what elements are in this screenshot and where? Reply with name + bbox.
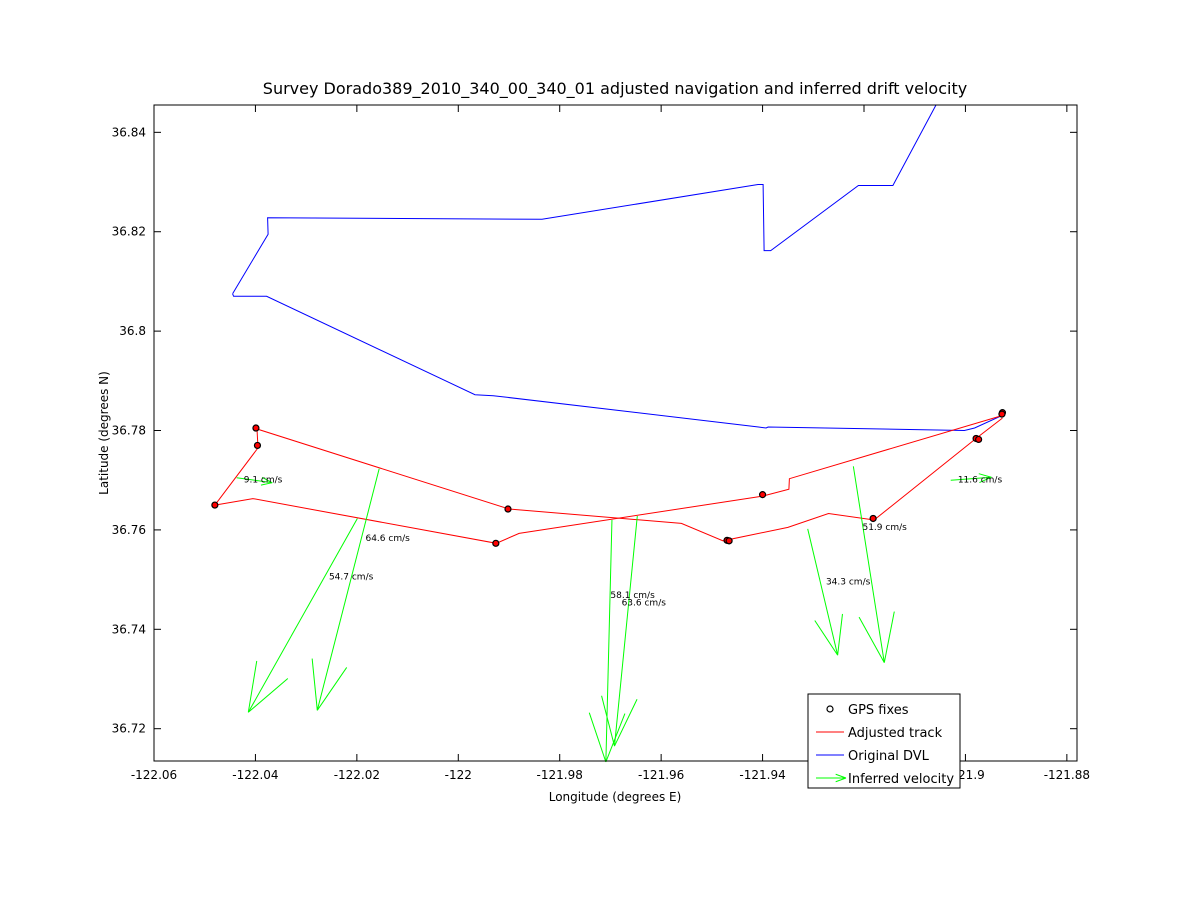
gps-fix-marker (869, 514, 877, 523)
velocity-arrow-head (979, 476, 992, 484)
velocity-arrow-head (978, 473, 992, 478)
velocity-arrow-shaft (852, 466, 885, 663)
velocity-arrow (236, 476, 273, 486)
axes-box (153, 104, 1078, 762)
gps-fix-marker (758, 491, 767, 499)
gps-fix-marker (975, 435, 983, 444)
velocity-label: 63.6 cm/s (622, 598, 667, 608)
legend-velocity-arrow (816, 773, 847, 783)
velocity-label: 11.6 cm/s (958, 476, 1003, 486)
velocity-arrow-head (261, 476, 273, 484)
y-tick-label: 36.8 (119, 324, 146, 338)
legend-label: Adjusted track (848, 726, 943, 741)
velocity-arrow-head (837, 613, 843, 656)
velocity-arrow (807, 528, 843, 656)
original-dvl-line (232, 293, 1006, 432)
legend-item: Adjusted track (816, 726, 943, 741)
velocity-arrow-shaft (807, 528, 839, 656)
velocity-arrow (950, 473, 992, 484)
gps-fix-marker (252, 424, 260, 432)
gps-fix-marker (504, 505, 512, 513)
x-tick-label: -121.98 (537, 768, 583, 782)
adjusted-track-line (214, 415, 1003, 544)
x-tick-label: -122.06 (131, 768, 177, 782)
velocity-arrow-head (614, 699, 638, 747)
y-axis-label: Latitude (degrees N) (97, 371, 111, 495)
velocity-arrow-head (247, 660, 258, 713)
velocity-arrow-shaft (613, 515, 638, 747)
chart-title: Survey Dorado389_2010_340_00_340_01 adju… (263, 79, 967, 99)
velocity-arrow-head (601, 695, 615, 747)
velocity-arrow-shaft (950, 476, 992, 481)
velocity-arrow-head (814, 620, 839, 656)
y-tick-label: 36.78 (112, 424, 146, 438)
y-tick-label: 36.74 (112, 622, 146, 636)
velocity-label: 64.6 cm/s (365, 534, 410, 544)
velocity-arrow-head (260, 482, 273, 486)
gps-fix-marker (492, 539, 500, 547)
x-tick-label: -122 (445, 768, 472, 782)
y-tick-label: 36.82 (112, 225, 146, 239)
velocity-label: 58.1 cm/s (610, 591, 655, 601)
legend-item: Original DVL (816, 749, 930, 764)
legend-velocity-arrow-head (835, 773, 847, 779)
x-tick-label: -122.04 (232, 768, 278, 782)
x-tick-label: -121.94 (739, 768, 785, 782)
data-layer: 9.1 cm/s 64.6 cm/s 54.7 cm/s 58.1 cm/s63.6 … (211, 104, 1007, 763)
gps-fix-marker (998, 410, 1006, 418)
y-tick-label: 36.72 (112, 722, 146, 736)
velocity-arrow-head (858, 616, 885, 663)
legend-velocity-arrow-head (835, 777, 847, 783)
velocity-label: 9.1 cm/s (244, 476, 283, 486)
gps-fix-marker (211, 501, 219, 509)
velocity-arrow (852, 466, 895, 663)
x-tick-label: -121.96 (638, 768, 684, 782)
gps-fix-marker (253, 441, 262, 450)
velocity-arrow-shaft (247, 518, 358, 713)
velocity-arrow-shaft (316, 468, 380, 711)
gps-fix-marker (725, 537, 733, 545)
velocity-arrow (247, 518, 358, 713)
velocity-arrow (311, 468, 380, 711)
velocity-arrow-shaft (236, 477, 273, 484)
velocity-label: 34.3 cm/s (826, 578, 871, 588)
x-axis-label: Longitude (degrees E) (549, 790, 682, 804)
velocity-arrow-head (883, 611, 895, 663)
legend-item: GPS fixes (826, 703, 909, 718)
velocity-label: 54.7 cm/s (329, 573, 374, 583)
y-tick-label: 36.84 (112, 125, 146, 139)
velocity-label: 51.9 cm/s (862, 523, 907, 533)
legend-item: Inferred velocity (816, 772, 954, 787)
velocity-arrow-head (311, 658, 318, 711)
x-tick-label: -121.88 (1044, 768, 1090, 782)
legend-gps-marker (826, 705, 834, 713)
plot-area (154, 105, 1077, 761)
velocity-arrow-shaft (605, 519, 613, 763)
legend-label: Inferred velocity (848, 772, 954, 787)
legend-label: GPS fixes (848, 703, 909, 718)
velocity-arrow-head (316, 667, 348, 711)
legend-label: Original DVL (848, 749, 930, 764)
adjusted-track-line (214, 417, 1003, 542)
legend: GPS fixes Adjusted track Original DVL Infer… (807, 693, 961, 789)
velocity-arrow (601, 515, 638, 747)
velocity-arrow-head (248, 678, 289, 713)
y-tick-label: 36.76 (112, 523, 146, 537)
velocity-arrow-head (588, 712, 607, 763)
original-dvl-line (232, 104, 937, 295)
x-tick-label: -122.02 (334, 768, 380, 782)
